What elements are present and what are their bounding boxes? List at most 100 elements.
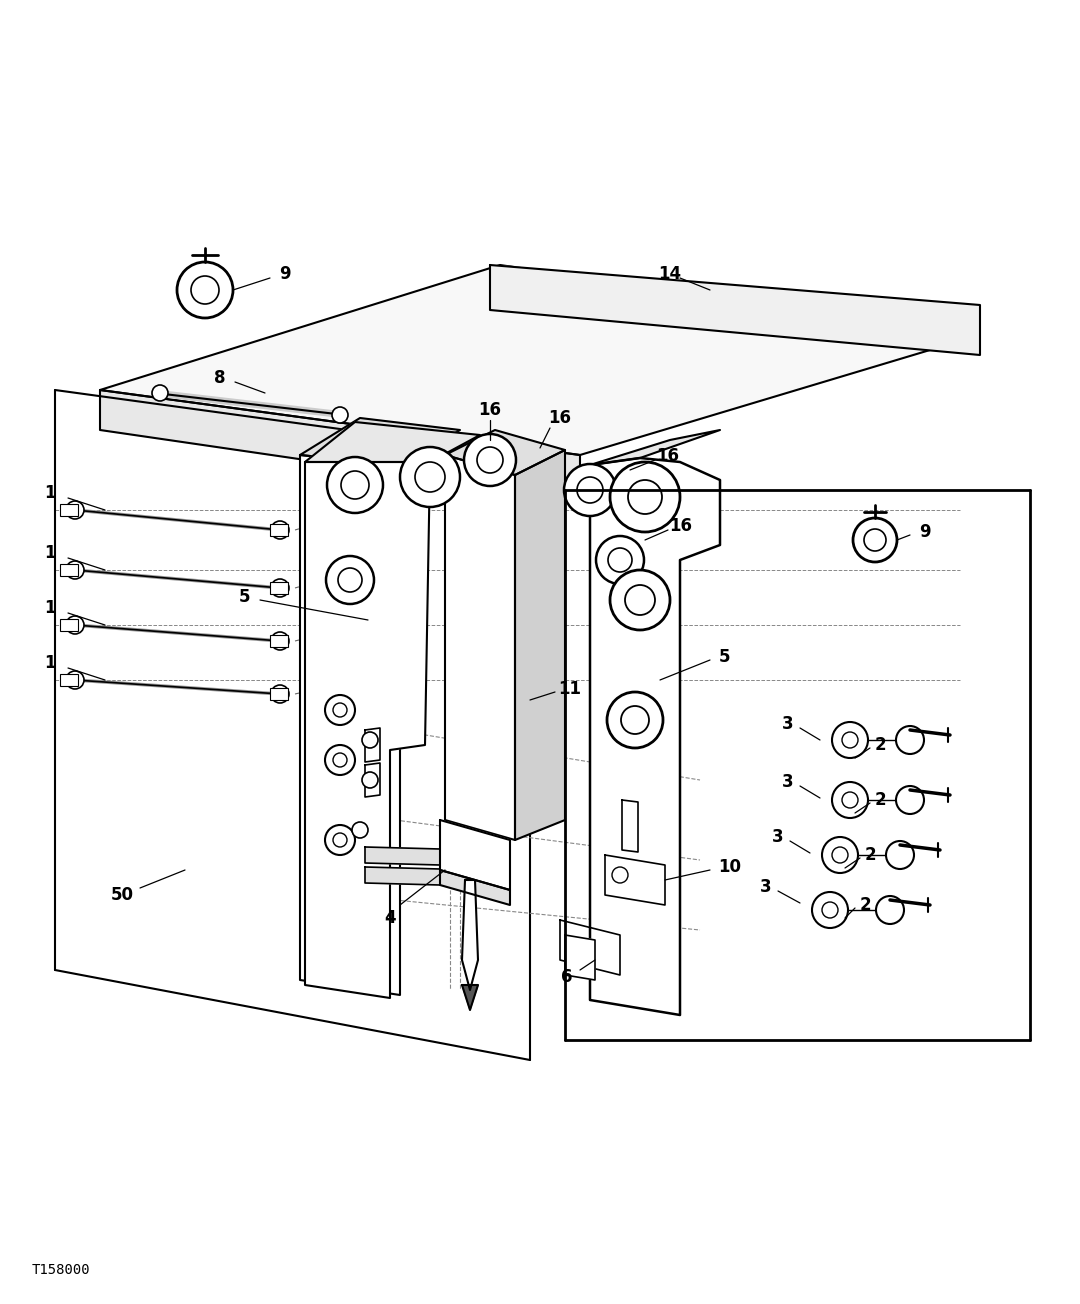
Circle shape (627, 480, 662, 514)
Circle shape (477, 447, 503, 473)
Polygon shape (365, 728, 380, 762)
FancyBboxPatch shape (60, 565, 78, 576)
Circle shape (271, 685, 289, 703)
Text: 3: 3 (782, 715, 794, 733)
FancyBboxPatch shape (60, 505, 78, 516)
Circle shape (333, 833, 347, 848)
Text: 5: 5 (240, 588, 251, 606)
Polygon shape (300, 419, 460, 466)
Polygon shape (515, 450, 565, 840)
Text: 16: 16 (657, 447, 679, 466)
Polygon shape (462, 880, 478, 990)
Polygon shape (300, 455, 400, 995)
Text: 16: 16 (549, 409, 571, 426)
Circle shape (621, 705, 649, 734)
Text: 2: 2 (864, 846, 876, 865)
Polygon shape (365, 763, 380, 797)
Polygon shape (590, 458, 720, 1015)
Polygon shape (100, 265, 980, 455)
Circle shape (327, 456, 383, 512)
Text: 14: 14 (659, 265, 681, 283)
Circle shape (66, 615, 84, 634)
Circle shape (853, 518, 897, 562)
Polygon shape (605, 855, 665, 905)
Text: 4: 4 (384, 909, 395, 927)
Polygon shape (365, 867, 440, 885)
Circle shape (152, 385, 168, 402)
Circle shape (832, 848, 848, 863)
Circle shape (607, 692, 663, 748)
Circle shape (352, 822, 368, 838)
Polygon shape (305, 422, 480, 462)
Text: 1: 1 (44, 599, 56, 617)
Circle shape (325, 825, 355, 855)
Polygon shape (445, 430, 565, 475)
Polygon shape (622, 799, 638, 852)
FancyBboxPatch shape (270, 582, 288, 595)
Circle shape (271, 522, 289, 539)
Polygon shape (490, 265, 980, 355)
Polygon shape (305, 462, 430, 998)
Circle shape (362, 772, 378, 788)
Circle shape (612, 867, 627, 883)
Circle shape (400, 447, 460, 507)
Polygon shape (445, 455, 515, 840)
Text: T158000: T158000 (32, 1264, 91, 1277)
Polygon shape (365, 848, 440, 865)
Circle shape (271, 632, 289, 649)
Circle shape (896, 726, 924, 754)
Polygon shape (100, 390, 580, 499)
Circle shape (338, 569, 362, 592)
Text: 1: 1 (44, 544, 56, 562)
Text: 9: 9 (280, 265, 291, 283)
Circle shape (842, 792, 858, 808)
Circle shape (341, 471, 369, 499)
Circle shape (325, 745, 355, 775)
Text: 8: 8 (214, 369, 226, 387)
FancyBboxPatch shape (270, 689, 288, 700)
Text: 1: 1 (44, 484, 56, 502)
Circle shape (610, 462, 680, 532)
Circle shape (415, 462, 445, 492)
Polygon shape (462, 985, 478, 1011)
Text: 1: 1 (44, 655, 56, 672)
Circle shape (362, 732, 378, 748)
Circle shape (333, 703, 347, 717)
Circle shape (896, 786, 924, 814)
Text: 16: 16 (670, 516, 692, 535)
Circle shape (326, 556, 374, 604)
Text: 2: 2 (874, 735, 886, 754)
Circle shape (66, 672, 84, 689)
Polygon shape (561, 921, 620, 975)
Circle shape (625, 585, 654, 615)
Polygon shape (440, 870, 510, 905)
Circle shape (177, 262, 233, 318)
Circle shape (886, 841, 914, 868)
Text: 3: 3 (772, 828, 784, 846)
Circle shape (812, 892, 848, 928)
Circle shape (464, 434, 516, 486)
FancyBboxPatch shape (270, 635, 288, 647)
FancyBboxPatch shape (60, 674, 78, 686)
Circle shape (842, 732, 858, 748)
Circle shape (66, 561, 84, 579)
Circle shape (832, 782, 868, 818)
Circle shape (596, 536, 644, 584)
FancyBboxPatch shape (270, 524, 288, 536)
Circle shape (271, 579, 289, 597)
Text: 3: 3 (782, 773, 794, 792)
Polygon shape (565, 935, 595, 981)
Circle shape (608, 548, 632, 572)
Text: 9: 9 (919, 523, 931, 541)
Polygon shape (440, 820, 510, 891)
Circle shape (876, 896, 904, 925)
Circle shape (333, 752, 347, 767)
Circle shape (832, 722, 868, 758)
Circle shape (325, 695, 355, 725)
Polygon shape (590, 430, 720, 466)
Text: 5: 5 (719, 648, 731, 666)
Text: 2: 2 (874, 792, 886, 808)
Circle shape (610, 570, 670, 630)
Circle shape (66, 501, 84, 519)
FancyBboxPatch shape (60, 619, 78, 631)
